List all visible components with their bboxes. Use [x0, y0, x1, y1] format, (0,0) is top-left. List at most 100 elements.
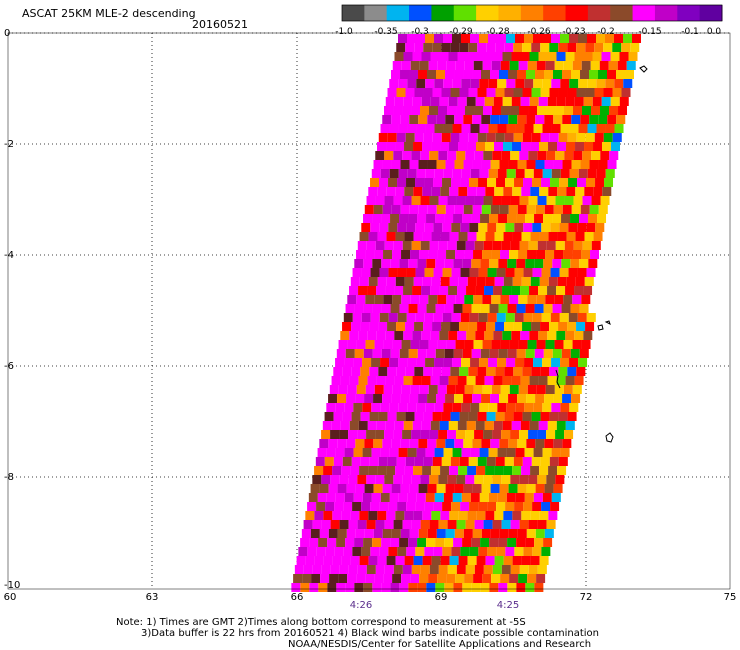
swath-pixel [504, 367, 514, 376]
swath-pixel [525, 538, 535, 547]
swath-pixel [409, 484, 419, 493]
swath-pixel [374, 250, 384, 259]
swath-pixel [512, 277, 522, 286]
swath-pixel [509, 250, 519, 259]
swath-pixel [412, 97, 422, 106]
island-outline [597, 320, 611, 331]
swath-pixel [370, 502, 380, 511]
swath-pixel [483, 520, 493, 529]
swath-pixel [578, 169, 588, 178]
swath-pixel [553, 439, 563, 448]
swath-pixel [446, 385, 456, 394]
swath-pixel [307, 547, 317, 556]
swath-pixel [438, 106, 448, 115]
swath-pixel [567, 43, 577, 52]
swath-pixel [501, 106, 511, 115]
swath-pixel [390, 259, 400, 268]
swath-pixel [491, 61, 501, 70]
swath-pixel [438, 151, 448, 160]
swath-pixel [569, 169, 579, 178]
swath-pixel [392, 295, 402, 304]
swath-pixel [359, 511, 369, 520]
swath-pixel [502, 421, 512, 430]
swath-pixel [349, 286, 359, 295]
swath-pixel [401, 340, 411, 349]
swath-pixel [402, 475, 412, 484]
colorbar [341, 4, 723, 22]
swath-pixel [436, 484, 446, 493]
swath-pixel [405, 133, 415, 142]
swath-pixel [458, 511, 468, 520]
colorbar-label: -0.1 [681, 27, 699, 37]
swath-pixel [438, 520, 448, 529]
swath-pixel [397, 268, 407, 277]
swath-pixel [321, 565, 331, 574]
swath-pixel [570, 259, 580, 268]
swath-pixel [422, 142, 432, 151]
swath-pixel [345, 538, 355, 547]
island-outline [605, 432, 614, 443]
swath-pixel [431, 232, 441, 241]
swath-pixel [494, 277, 504, 286]
swath-pixel [464, 340, 474, 349]
swath-pixel [419, 61, 429, 70]
swath-pixel [448, 52, 458, 61]
swath-pixel [488, 493, 498, 502]
swath-pixel [398, 403, 408, 412]
swath-pixel [382, 115, 392, 124]
swath-pixel [418, 160, 428, 169]
swath-pixel [453, 214, 463, 223]
swath-pixel [368, 277, 378, 286]
swath-pixel [392, 574, 402, 583]
swath-pixel [510, 430, 520, 439]
swath-pixel [521, 511, 531, 520]
swath-pixel [410, 61, 420, 70]
swath-pixel [439, 97, 449, 106]
swath-pixel [506, 358, 516, 367]
swath-pixel [364, 484, 374, 493]
swath-pixel [536, 385, 546, 394]
swath-pixel [332, 511, 342, 520]
swath-pixel [534, 214, 544, 223]
swath-pixel [499, 394, 509, 403]
swath-pixel [435, 214, 445, 223]
swath-pixel [551, 358, 561, 367]
swath-pixel [324, 412, 334, 421]
swath-pixel [498, 304, 508, 313]
swath-pixel [499, 160, 509, 169]
swath-pixel [408, 538, 418, 547]
swath-pixel [377, 511, 387, 520]
swath-pixel [436, 70, 446, 79]
swath-pixel [580, 70, 590, 79]
swath-pixel [402, 520, 412, 529]
swath-pixel [535, 439, 545, 448]
swath-pixel [521, 232, 531, 241]
swath-pixel [351, 412, 361, 421]
swath-pixel [396, 457, 406, 466]
swath-pixel [500, 574, 510, 583]
swath-pixel [501, 565, 511, 574]
swath-pixel [388, 268, 398, 277]
swath-pixel [414, 367, 424, 376]
swath-pixel [543, 259, 553, 268]
swath-pixel [540, 88, 550, 97]
swath-pixel [378, 457, 388, 466]
swath-pixel [546, 106, 556, 115]
swath-pixel [594, 43, 604, 52]
swath-pixel [485, 232, 495, 241]
swath-pixel [610, 97, 620, 106]
swath-pixel [458, 187, 468, 196]
swath-pixel [600, 151, 610, 160]
swath-pixel [395, 466, 405, 475]
swath-pixel [425, 448, 435, 457]
swath-pixel [483, 430, 493, 439]
swath-pixel [458, 466, 468, 475]
swath-pixel [517, 160, 527, 169]
swath-pixel [570, 349, 580, 358]
swath-pixel [393, 475, 403, 484]
swath-pixel [467, 277, 477, 286]
swath-pixel [501, 196, 511, 205]
swath-pixel [472, 70, 482, 79]
swath-pixel [570, 214, 580, 223]
swath-pixel [461, 358, 471, 367]
